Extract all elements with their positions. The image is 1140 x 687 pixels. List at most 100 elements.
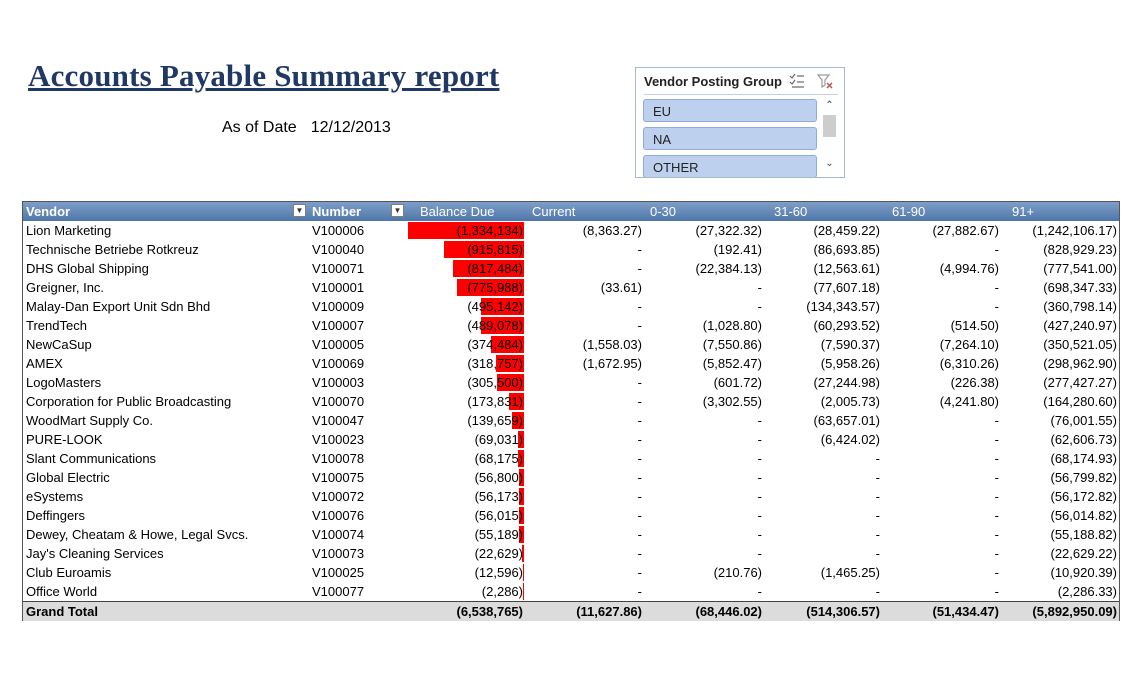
table-row: Global Electric V100075 (56,800) - - - - (56,79… — [23, 468, 1119, 487]
aging-61-90-cell: - — [994, 470, 999, 485]
aging-91-plus-cell: (76,001.55) — [1050, 413, 1118, 428]
balance-due-value: (56,800) — [474, 470, 523, 485]
vendor-cell: Global Electric — [26, 470, 110, 485]
balance-data-bar — [522, 545, 524, 562]
aging-0-30-cell: (27,322.32) — [695, 223, 763, 238]
vendor-cell: DHS Global Shipping — [26, 261, 149, 276]
aging-31-60-cell: - — [875, 584, 880, 599]
vendor-filter-button[interactable]: ▼ — [293, 204, 306, 217]
balance-due-cell: (1,334,134) — [403, 221, 524, 240]
vendor-cell: TrendTech — [26, 318, 87, 333]
aging-61-90-cell: (7,264.10) — [939, 337, 999, 352]
balance-due-cell: (374,484) — [403, 335, 524, 354]
aging-0-30-cell: (210.76) — [713, 565, 762, 580]
balance-data-bar — [481, 298, 524, 315]
aging-61-90-cell: - — [994, 299, 999, 314]
balance-due-cell: (495,142) — [403, 297, 524, 316]
current-cell: (8,363.27) — [582, 223, 642, 238]
balance-due-cell: (318,757) — [403, 354, 524, 373]
current-cell: (33.61) — [600, 280, 642, 295]
number-cell: V100070 — [312, 394, 365, 409]
table-row: Corporation for Public Broadcasting V1000… — [23, 392, 1119, 411]
aging-61-90-cell: (4,994.76) — [939, 261, 999, 276]
current-cell: - — [637, 546, 642, 561]
vendor-cell: Office World — [26, 584, 98, 599]
aging-31-60-cell: - — [875, 546, 880, 561]
current-cell: (1,672.95) — [582, 356, 642, 371]
aging-61-90-cell: - — [994, 451, 999, 466]
aging-91-plus-cell: (277,427.27) — [1043, 375, 1117, 390]
scroll-down-icon[interactable]: ⌄ — [825, 158, 834, 169]
aging-0-30-cell: - — [757, 508, 762, 523]
aging-31-60-cell: (86,693.85) — [813, 242, 881, 257]
vendor-cell: Greigner, Inc. — [26, 280, 105, 295]
vendor-posting-group-slicer[interactable]: Vendor Posting Group EU NA OTHER ⌃ ⌄ — [635, 67, 845, 178]
aging-31-60-cell: (6,424.02) — [820, 432, 880, 447]
balance-due-cell: (817,484) — [403, 259, 524, 278]
aging-0-30-cell: (3,302.55) — [702, 394, 762, 409]
pivot-header-row: Vendor ▼ Number ▼ Balance Due Current 0-… — [23, 202, 1119, 221]
vendor-cell: Deffingers — [26, 508, 86, 523]
balance-data-bar — [518, 450, 524, 467]
balance-due-cell: (915,815) — [403, 240, 524, 259]
number-cell: V100007 — [312, 318, 365, 333]
current-cell: - — [637, 565, 642, 580]
aging-61-90-cell: (226.38) — [950, 375, 999, 390]
number-cell: V100009 — [312, 299, 365, 314]
aging-31-60-cell: (77,607.18) — [813, 280, 881, 295]
current-cell: - — [637, 584, 642, 599]
slicer-item-eu[interactable]: EU — [643, 99, 817, 122]
aging-91-plus-cell: (298,962.90) — [1043, 356, 1117, 371]
scroll-thumb[interactable] — [823, 115, 836, 137]
aging-31-60-cell: (63,657.01) — [813, 413, 881, 428]
balance-due-cell: (69,031) — [403, 430, 524, 449]
aging-61-90-cell: - — [994, 565, 999, 580]
balance-due-value: (55,189) — [474, 527, 523, 542]
balance-data-bar — [491, 336, 524, 353]
balance-due-cell: (2,286) — [403, 582, 524, 601]
aging-61-90-cell: (4,241.80) — [939, 394, 999, 409]
vendor-cell: Technische Betriebe Rotkreuz — [26, 242, 199, 257]
header-number: Number — [312, 204, 362, 219]
vendor-cell: PURE-LOOK — [26, 432, 103, 447]
balance-data-bar — [408, 222, 524, 239]
aging-91-plus-cell: (698,347.33) — [1043, 280, 1117, 295]
aging-61-90-cell: - — [994, 432, 999, 447]
header-current: Current — [532, 204, 576, 219]
slicer-scrollbar[interactable]: ⌃ ⌄ — [821, 99, 838, 172]
aging-91-plus-cell: (164,280.60) — [1043, 394, 1117, 409]
balance-data-bar — [518, 431, 524, 448]
current-cell: - — [637, 489, 642, 504]
balance-due-value: (12,596) — [474, 565, 523, 580]
current-cell: - — [637, 394, 642, 409]
report-title: Accounts Payable Summary report — [28, 58, 500, 93]
balance-due-value: (489,078) — [467, 318, 523, 333]
table-row: Greigner, Inc. V100001 (775,988) (33.61) - (7… — [23, 278, 1119, 297]
aging-0-30-cell: - — [757, 413, 762, 428]
aging-31-60-cell: (5,958.26) — [820, 356, 880, 371]
number-cell: V100023 — [312, 432, 365, 447]
current-cell: - — [637, 432, 642, 447]
multi-select-icon[interactable] — [788, 72, 806, 90]
scroll-up-icon[interactable]: ⌃ — [825, 100, 834, 111]
table-row: NewCaSup V100005 (374,484) (1,558.03) (7,550… — [23, 335, 1119, 354]
aging-91-plus-cell: (68,174.93) — [1050, 451, 1118, 466]
clear-filter-icon[interactable] — [816, 72, 834, 90]
table-row: Jay's Cleaning Services V100073 (22,629) - -… — [23, 544, 1119, 563]
header-balance-due: Balance Due — [420, 204, 495, 219]
slicer-item-na[interactable]: NA — [643, 127, 817, 150]
balance-due-cell: (22,629) — [403, 544, 524, 563]
vendor-cell: AMEX — [26, 356, 63, 371]
number-cell: V100001 — [312, 280, 365, 295]
balance-data-bar — [481, 317, 524, 334]
aging-61-90-cell: - — [994, 413, 999, 428]
number-filter-button[interactable]: ▼ — [391, 204, 404, 217]
slicer-item-other[interactable]: OTHER — [643, 155, 817, 177]
balance-data-bar — [496, 355, 524, 372]
table-row: Dewey, Cheatam & Howe, Legal Svcs. V10007… — [23, 525, 1119, 544]
balance-data-bar — [512, 412, 524, 429]
vendor-cell: Lion Marketing — [26, 223, 112, 238]
number-cell: V100073 — [312, 546, 365, 561]
balance-due-cell: (68,175) — [403, 449, 524, 468]
aging-31-60-cell: (60,293.52) — [813, 318, 881, 333]
